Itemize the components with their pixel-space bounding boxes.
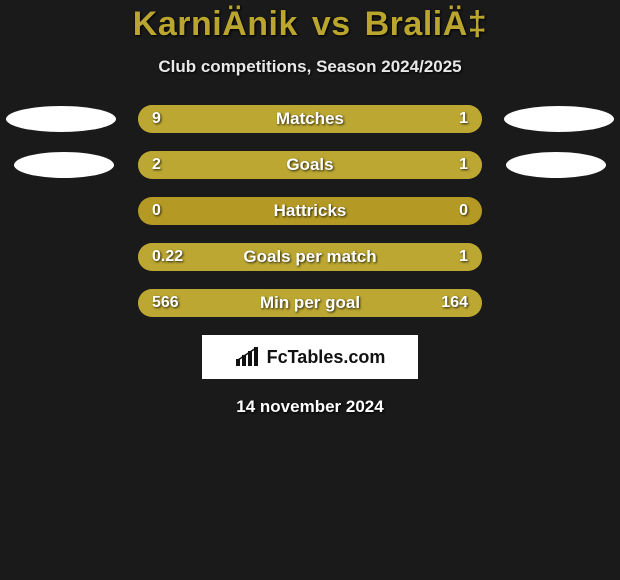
stat-bar: 566 Min per goal 164 [138,289,482,317]
stat-value-right: 1 [459,105,468,133]
player2-badge [506,152,606,178]
stat-rows: 9 Matches 1 2 Goals 1 0 Hattri [0,105,620,317]
stat-bar: 0 Hattricks 0 [138,197,482,225]
stat-bar: 9 Matches 1 [138,105,482,133]
stat-row-gpm: 0.22 Goals per match 1 [0,243,620,271]
vs-label: vs [312,5,351,43]
subtitle: Club competitions, Season 2024/2025 [0,57,620,77]
stat-label: Min per goal [138,289,482,317]
stat-row-goals: 2 Goals 1 [0,151,620,179]
player1-badge [6,106,116,132]
stat-value-right: 0 [459,197,468,225]
player2-badge [504,106,614,132]
stat-row-matches: 9 Matches 1 [0,105,620,133]
stat-label: Goals [138,151,482,179]
player2-name: BraliÄ‡ [365,5,488,43]
logo-text: FcTables.com [267,347,386,368]
stat-bar: 2 Goals 1 [138,151,482,179]
stat-label: Matches [138,105,482,133]
stats-card: KarniÄnik vs BraliÄ‡ Club competitions, … [0,0,620,580]
fctables-logo[interactable]: FcTables.com [202,335,418,379]
stat-value-right: 164 [441,289,468,317]
stat-row-hattricks: 0 Hattricks 0 [0,197,620,225]
player1-name: KarniÄnik [133,5,298,43]
stat-label: Hattricks [138,197,482,225]
stat-bar: 0.22 Goals per match 1 [138,243,482,271]
stat-value-right: 1 [459,243,468,271]
player1-badge [14,152,114,178]
date-label: 14 november 2024 [0,397,620,417]
stat-label: Goals per match [138,243,482,271]
page-title: KarniÄnik vs BraliÄ‡ [0,5,620,44]
stat-value-right: 1 [459,151,468,179]
bar-chart-icon [235,347,261,367]
stat-row-mpg: 566 Min per goal 164 [0,289,620,317]
